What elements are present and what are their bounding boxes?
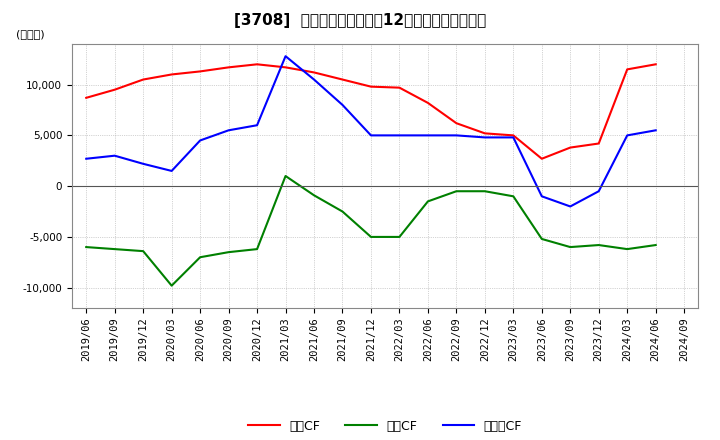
- 投資CF: [310, 193, 318, 198]
- 投資CF: [338, 209, 347, 214]
- フリーCF: [509, 135, 518, 140]
- 投資CF: [196, 255, 204, 260]
- フリーCF: [537, 194, 546, 199]
- 営業CF: [537, 156, 546, 161]
- フリーCF: [595, 189, 603, 194]
- フリーCF: [167, 168, 176, 173]
- フリーCF: [480, 135, 489, 140]
- フリーCF: [395, 133, 404, 138]
- 営業CF: [253, 62, 261, 67]
- フリーCF: [338, 102, 347, 107]
- 営業CF: [623, 67, 631, 72]
- 営業CF: [110, 87, 119, 92]
- 営業CF: [167, 72, 176, 77]
- 営業CF: [139, 77, 148, 82]
- フリーCF: [82, 156, 91, 161]
- フリーCF: [139, 161, 148, 166]
- 投資CF: [423, 199, 432, 204]
- 投資CF: [480, 189, 489, 194]
- 投資CF: [395, 234, 404, 239]
- 営業CF: [509, 133, 518, 138]
- 営業CF: [452, 121, 461, 126]
- フリーCF: [452, 133, 461, 138]
- 投資CF: [139, 249, 148, 254]
- フリーCF: [196, 138, 204, 143]
- 営業CF: [82, 95, 91, 100]
- 営業CF: [282, 65, 290, 70]
- 投資CF: [452, 189, 461, 194]
- 営業CF: [595, 141, 603, 146]
- 投資CF: [167, 283, 176, 288]
- フリーCF: [310, 77, 318, 82]
- 営業CF: [395, 85, 404, 90]
- 投資CF: [652, 242, 660, 248]
- 営業CF: [196, 69, 204, 74]
- フリーCF: [423, 133, 432, 138]
- 投資CF: [82, 245, 91, 250]
- フリーCF: [225, 128, 233, 133]
- 投資CF: [566, 245, 575, 250]
- 投資CF: [110, 246, 119, 252]
- フリーCF: [253, 123, 261, 128]
- フリーCF: [110, 153, 119, 158]
- Text: [3708]  キャッシュフローの12か月移動合計の推移: [3708] キャッシュフローの12か月移動合計の推移: [234, 13, 486, 28]
- フリーCF: [366, 133, 375, 138]
- 営業CF: [338, 77, 347, 82]
- 投資CF: [509, 194, 518, 199]
- Line: 投資CF: 投資CF: [86, 176, 656, 286]
- 営業CF: [480, 131, 489, 136]
- 投資CF: [366, 234, 375, 239]
- Text: (百万円): (百万円): [16, 29, 44, 39]
- 投資CF: [253, 246, 261, 252]
- 投資CF: [595, 242, 603, 248]
- 営業CF: [366, 84, 375, 89]
- フリーCF: [623, 133, 631, 138]
- フリーCF: [282, 54, 290, 59]
- Legend: 営業CF, 投資CF, フリーCF: 営業CF, 投資CF, フリーCF: [243, 414, 527, 437]
- 営業CF: [652, 62, 660, 67]
- 投資CF: [225, 249, 233, 255]
- Line: 営業CF: 営業CF: [86, 64, 656, 159]
- 投資CF: [537, 236, 546, 242]
- 投資CF: [623, 246, 631, 252]
- 営業CF: [566, 145, 575, 150]
- 営業CF: [310, 70, 318, 75]
- 投資CF: [282, 173, 290, 179]
- フリーCF: [566, 204, 575, 209]
- Line: フリーCF: フリーCF: [86, 56, 656, 206]
- 営業CF: [423, 100, 432, 106]
- 営業CF: [225, 65, 233, 70]
- フリーCF: [652, 128, 660, 133]
